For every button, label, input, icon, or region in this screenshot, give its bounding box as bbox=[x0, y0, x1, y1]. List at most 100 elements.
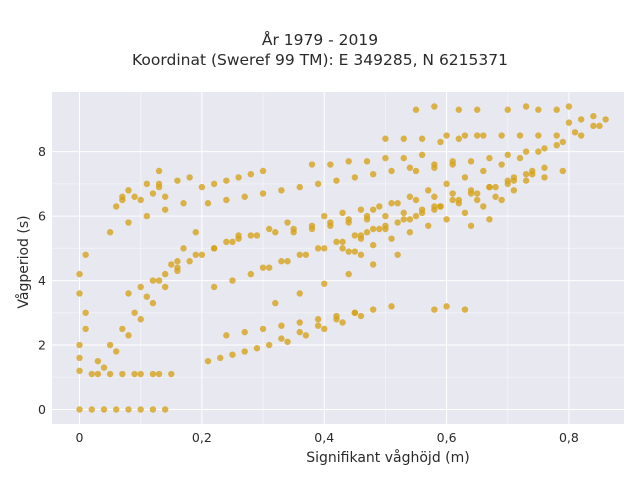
data-point bbox=[431, 193, 438, 200]
data-point bbox=[382, 212, 389, 220]
data-point bbox=[516, 154, 524, 162]
data-point bbox=[455, 200, 463, 207]
data-point bbox=[357, 251, 365, 258]
data-point bbox=[161, 193, 169, 200]
data-point bbox=[82, 309, 89, 316]
data-point bbox=[498, 132, 505, 139]
data-point bbox=[369, 170, 377, 178]
data-point bbox=[406, 229, 414, 236]
data-point bbox=[125, 219, 132, 226]
data-point bbox=[235, 174, 242, 181]
data-point bbox=[284, 338, 291, 346]
data-point bbox=[541, 164, 548, 171]
data-point bbox=[553, 132, 560, 139]
data-point bbox=[449, 196, 456, 204]
data-point bbox=[369, 241, 377, 249]
data-point bbox=[388, 167, 395, 175]
data-point bbox=[76, 406, 83, 413]
data-point bbox=[241, 348, 248, 355]
data-point bbox=[229, 277, 236, 284]
data-point bbox=[504, 151, 511, 159]
data-point bbox=[431, 206, 438, 213]
data-point bbox=[577, 132, 585, 139]
data-point bbox=[449, 161, 456, 168]
data-point bbox=[522, 170, 530, 178]
data-point bbox=[406, 193, 414, 200]
data-point bbox=[210, 283, 218, 291]
data-point bbox=[431, 306, 438, 313]
data-point bbox=[486, 183, 493, 191]
data-point bbox=[278, 258, 285, 265]
data-point bbox=[492, 193, 499, 200]
data-point bbox=[143, 293, 151, 300]
data-point bbox=[259, 190, 267, 197]
data-point bbox=[425, 222, 432, 229]
data-point bbox=[265, 341, 273, 349]
data-point bbox=[565, 103, 573, 110]
data-point bbox=[559, 138, 567, 146]
data-point bbox=[155, 370, 163, 378]
data-point bbox=[253, 232, 261, 239]
data-point bbox=[535, 132, 542, 139]
data-point bbox=[345, 248, 352, 255]
data-point bbox=[259, 325, 267, 333]
data-point bbox=[418, 206, 426, 213]
data-point bbox=[535, 148, 542, 155]
data-point bbox=[161, 206, 169, 213]
data-point bbox=[314, 245, 322, 252]
data-point bbox=[400, 135, 407, 142]
data-point bbox=[394, 251, 401, 258]
data-point bbox=[210, 180, 218, 188]
data-point bbox=[406, 216, 414, 223]
data-point bbox=[204, 357, 212, 365]
data-point bbox=[431, 164, 438, 171]
data-point bbox=[180, 245, 187, 252]
data-point bbox=[412, 212, 420, 220]
data-point bbox=[480, 167, 487, 175]
data-point bbox=[333, 312, 340, 320]
data-point bbox=[327, 219, 334, 226]
data-point bbox=[76, 367, 83, 375]
data-point bbox=[314, 322, 322, 329]
data-point bbox=[425, 187, 432, 194]
data-point bbox=[265, 225, 273, 233]
data-point bbox=[113, 348, 120, 355]
data-point bbox=[339, 319, 346, 326]
data-point bbox=[522, 177, 530, 184]
data-point bbox=[131, 193, 138, 200]
data-point bbox=[223, 196, 230, 204]
data-point bbox=[504, 106, 511, 113]
data-point bbox=[363, 212, 371, 220]
data-point bbox=[137, 370, 144, 378]
data-point bbox=[186, 174, 193, 181]
data-point bbox=[553, 106, 560, 113]
data-point bbox=[161, 406, 169, 413]
data-point bbox=[327, 161, 334, 168]
data-point bbox=[235, 232, 242, 239]
data-point bbox=[302, 332, 310, 339]
data-point bbox=[449, 190, 456, 197]
data-point bbox=[314, 316, 322, 323]
data-point bbox=[455, 106, 463, 113]
x-tick-label: 0 bbox=[76, 430, 84, 445]
data-point bbox=[357, 312, 365, 320]
data-point bbox=[94, 370, 102, 378]
data-point bbox=[596, 122, 603, 130]
data-point bbox=[296, 319, 303, 326]
data-point bbox=[418, 151, 426, 159]
data-point bbox=[437, 203, 444, 210]
data-point bbox=[82, 325, 89, 333]
data-point bbox=[351, 232, 359, 239]
data-point bbox=[369, 206, 377, 213]
data-point bbox=[82, 251, 89, 258]
data-point bbox=[400, 216, 407, 223]
data-point bbox=[467, 158, 475, 165]
data-point bbox=[382, 154, 389, 162]
chart-title-line-2: Koordinat (Sweref 99 TM): E 349285, N 62… bbox=[132, 51, 508, 69]
data-point bbox=[339, 238, 346, 246]
data-point bbox=[388, 235, 395, 242]
data-point bbox=[284, 219, 291, 226]
data-point bbox=[125, 406, 132, 413]
data-point bbox=[125, 290, 132, 297]
